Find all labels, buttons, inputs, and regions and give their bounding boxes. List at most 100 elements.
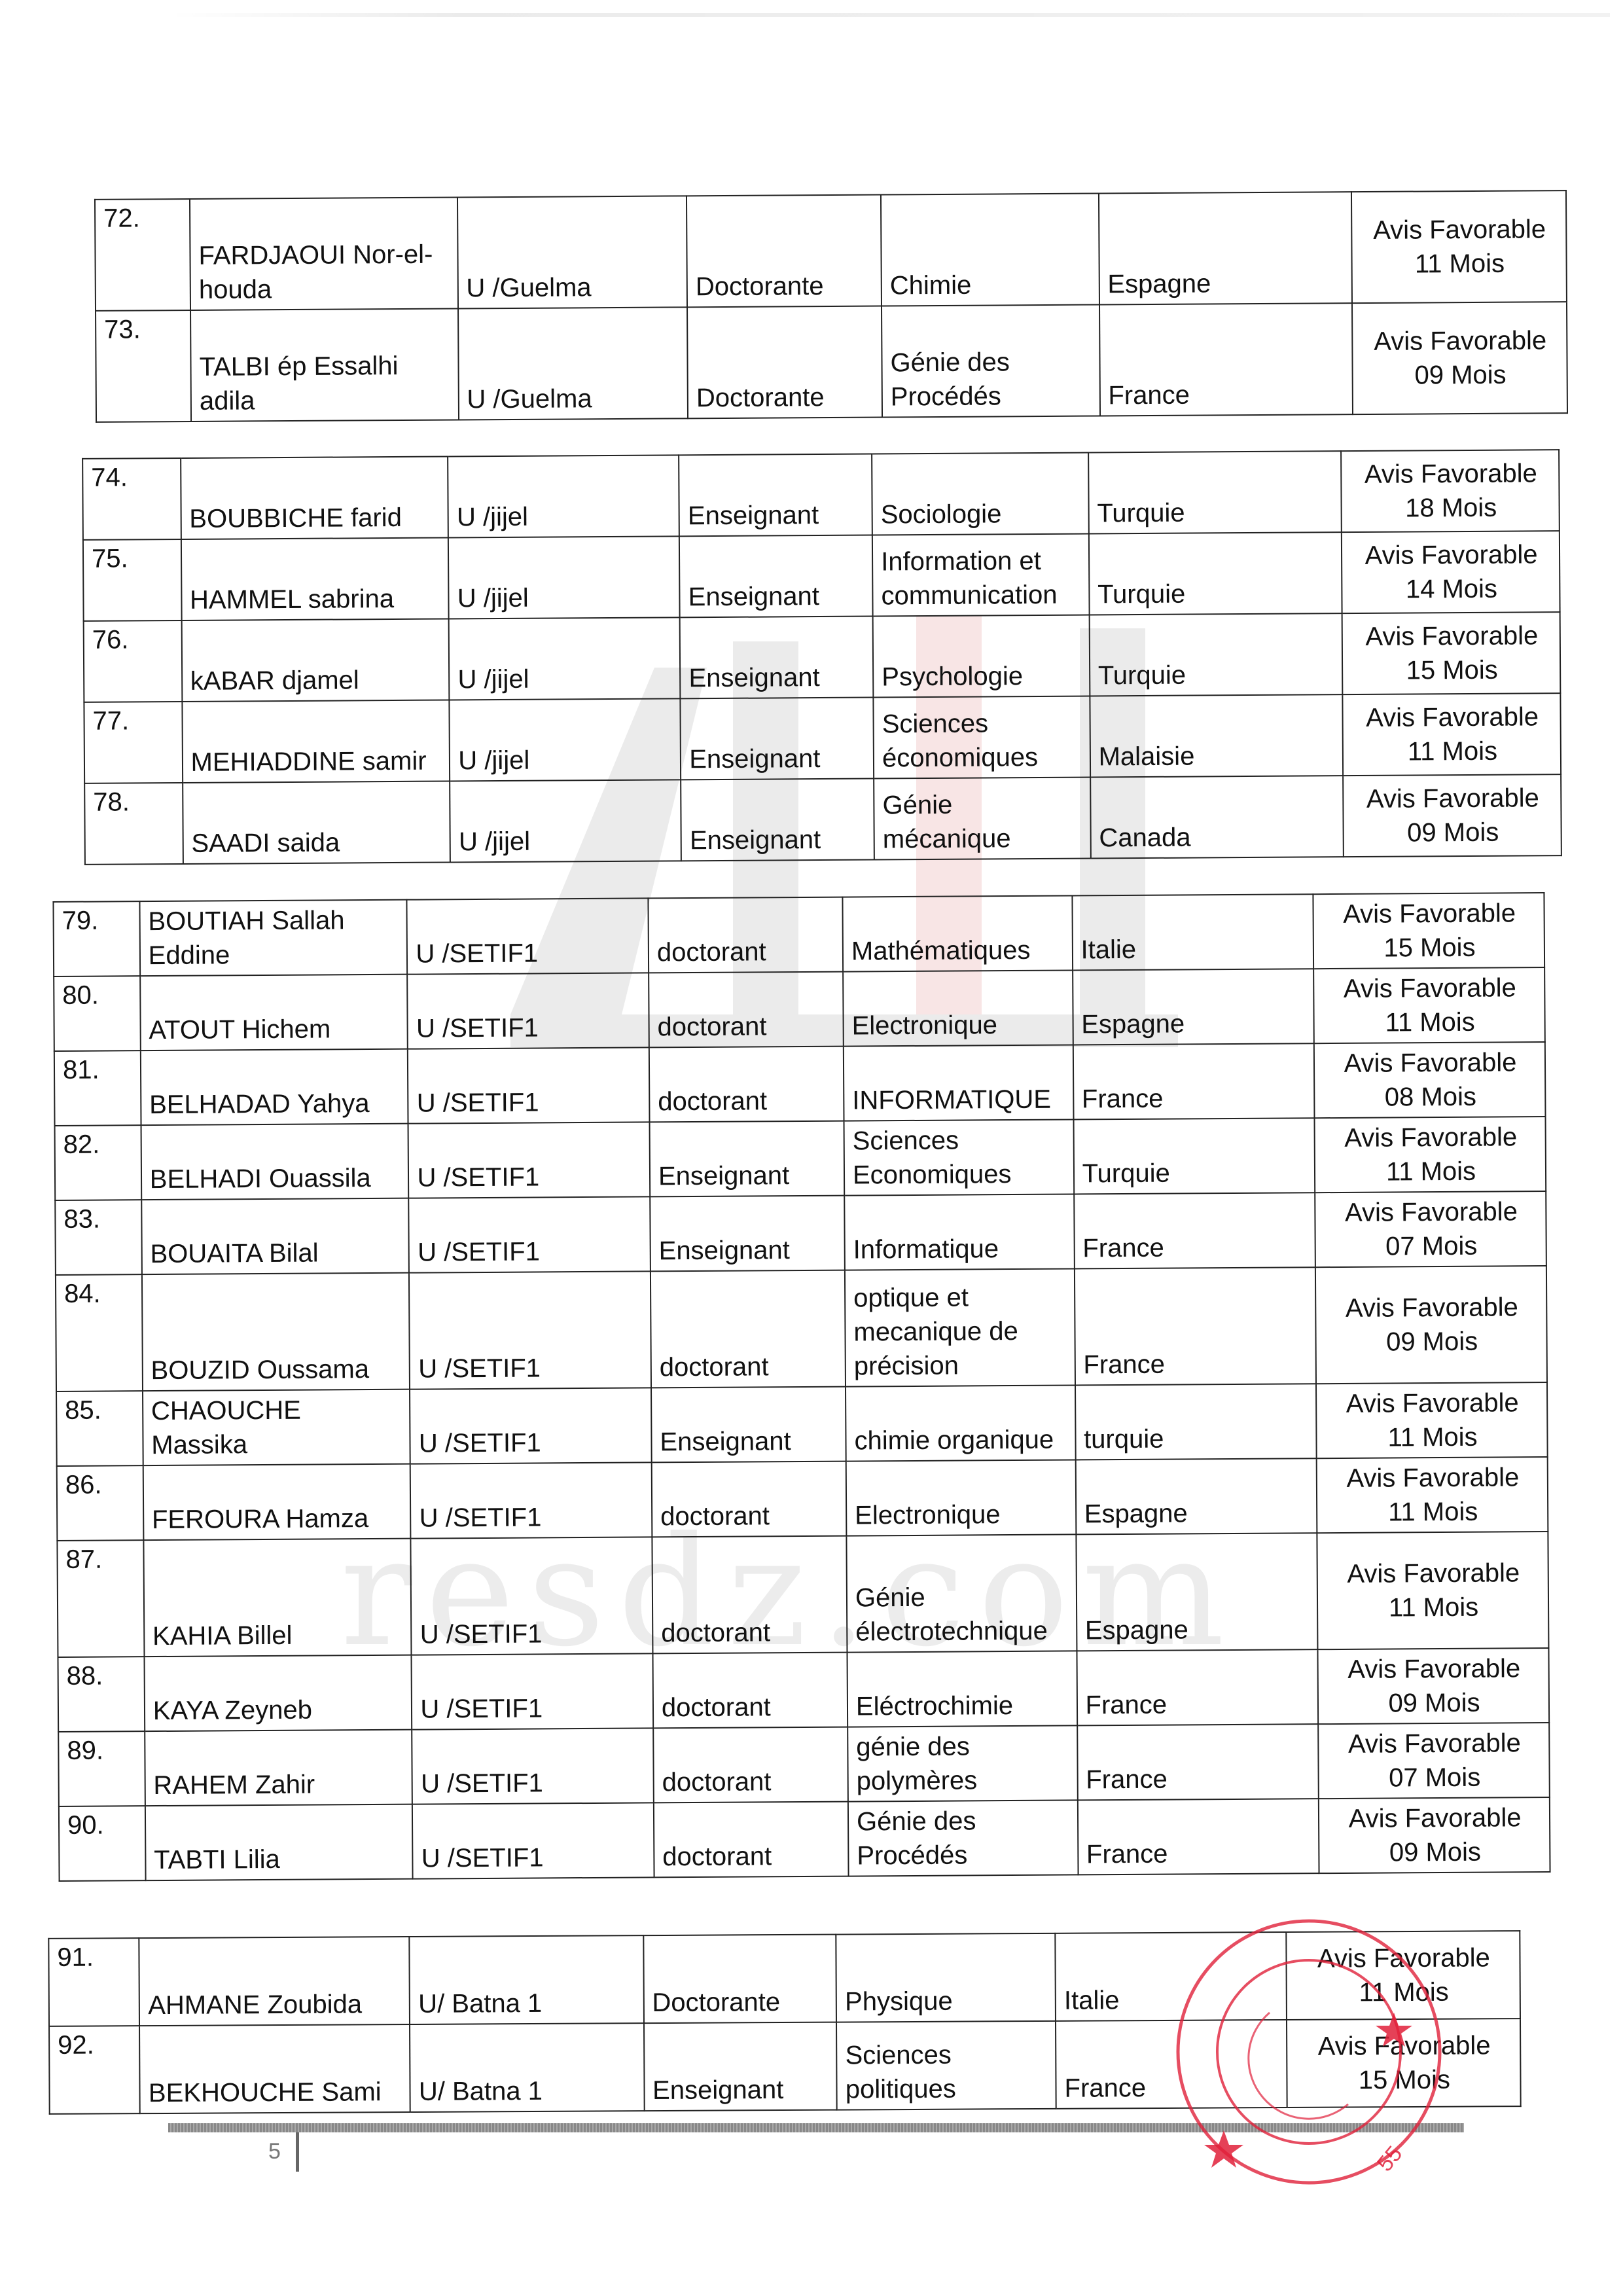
watermark-text: resdz.com [340, 1505, 1238, 1680]
status-cell: Enseignant [650, 1195, 845, 1272]
name-cell: KAHIA Billel [143, 1538, 412, 1657]
decision-cell: Avis Favorable 11 Mois [1316, 1457, 1548, 1534]
field-cell: Sciences politiques [836, 2020, 1056, 2110]
university-cell: U /SETIF1 [408, 1047, 650, 1124]
duration-label: 11 Mois [1388, 1497, 1478, 1527]
decision-cell: Avis Favorable 09 Mois [1315, 1266, 1547, 1384]
decision-label: Avis Favorable [1344, 1048, 1517, 1078]
stamp-number: 55 [1372, 2142, 1407, 2176]
row-number: 91. [48, 1938, 140, 2026]
decision-cell: Avis Favorable 14 Mois [1341, 531, 1560, 614]
table-setif: 79. BOUTIAH Sallah Eddine U /SETIF1 doctora… [52, 892, 1550, 1882]
status-cell: doctorant [648, 897, 844, 973]
duration-label: 11 Mois [1385, 1007, 1475, 1037]
field-cell: Sciences Economiques [844, 1119, 1074, 1196]
row-number: 72. [94, 198, 191, 311]
status-cell: Enseignant [649, 1121, 845, 1197]
name-cell: CHAOUCHE Massika [142, 1389, 411, 1466]
university-cell: U/ Batna 1 [409, 1935, 644, 2024]
table-row: 86. FEROURA Hamza U /SETIF1 doctorant Electr… [56, 1457, 1548, 1541]
decision-label: Avis Favorable [1348, 1803, 1522, 1833]
duration-label: 14 Mois [1405, 574, 1498, 604]
university-cell: U /SETIF1 [411, 1653, 654, 1730]
watermark-logo [510, 615, 1178, 1047]
name-cell: FARDJAOUI Nor-el-houda [190, 197, 458, 310]
status-cell: doctorant [649, 1046, 844, 1122]
footer-tick [296, 2132, 299, 2172]
university-cell: U /SETIF1 [410, 1388, 652, 1464]
table-row: 83. BOUAITA Bilal U /SETIF1 Enseignant Infor… [55, 1191, 1546, 1275]
field-cell: Génie des Procédés [881, 304, 1100, 418]
decision-cell: Avis Favorable 07 Mois [1318, 1723, 1550, 1799]
row-number: 81. [54, 1050, 141, 1126]
name-cell: BELHADAD Yahya [140, 1049, 408, 1126]
row-number: 84. [55, 1274, 143, 1391]
status-cell: Doctorante [643, 1934, 837, 2024]
table-guelma: 72. FARDJAOUI Nor-el-houda U /Guelma Doctor… [94, 190, 1568, 423]
table-row: 88. KAYA Zeyneb U /SETIF1 doctorant Eléctroc… [58, 1648, 1550, 1732]
field-cell: Psychologie [872, 615, 1090, 698]
country-cell: turquie [1075, 1384, 1317, 1460]
name-cell: BOUAITA Bilal [141, 1198, 410, 1275]
page-number: 5 [268, 2139, 281, 2164]
field-cell: Mathématiques [842, 895, 1073, 972]
row-number: 78. [84, 782, 183, 865]
university-cell: U /SETIF1 [410, 1537, 653, 1655]
university-cell: U /SETIF1 [410, 1462, 652, 1539]
decision-cell: Avis Favorable 08 Mois [1313, 1042, 1546, 1119]
university-cell: U /SETIF1 [409, 1271, 651, 1390]
scan-edge-artifact [170, 13, 1610, 17]
university-cell: U /SETIF1 [412, 1728, 654, 1804]
table-row: 77. MEHIADDINE samir U /jijel Enseignant Sci… [84, 693, 1561, 783]
duration-label: 11 Mois [1407, 736, 1498, 766]
name-cell: BOUTIAH Sallah Eddine [139, 899, 408, 977]
country-cell: Espagne [1075, 1533, 1318, 1651]
duration-label: 09 Mois [1414, 360, 1507, 390]
country-cell: France [1077, 1799, 1319, 1875]
duration-label: 15 Mois [1406, 655, 1498, 685]
status-cell: Enseignant [681, 778, 875, 861]
row-number: 76. [83, 620, 183, 702]
decision-label: Avis Favorable [1347, 1654, 1521, 1684]
status-cell: Enseignant [679, 616, 874, 699]
name-cell: MEHIADDINE samir [182, 700, 450, 783]
university-cell: U /jijel [448, 455, 680, 538]
field-cell: chimie organique [845, 1385, 1076, 1462]
status-cell: doctorant [653, 1727, 848, 1803]
status-cell: Enseignant [679, 535, 873, 618]
decision-cell: Avis Favorable 15 Mois [1342, 612, 1561, 695]
university-cell: U /Guelma [457, 307, 688, 420]
name-cell: AHMANE Zoubida [139, 1937, 410, 2026]
decision-label: Avis Favorable [1347, 1558, 1520, 1588]
country-cell: France [1073, 1043, 1315, 1120]
table-row: 81. BELHADAD Yahya U /SETIF1 doctorant INFOR… [54, 1042, 1546, 1126]
decision-cell: Avis Favorable 11 Mois [1316, 1382, 1548, 1459]
university-cell: U /SETIF1 [412, 1803, 654, 1879]
name-cell: SAADI saida [182, 781, 451, 864]
country-cell: Malaisie [1090, 694, 1344, 778]
table-row: 80. ATOUT Hichem U /SETIF1 doctorant Electro… [54, 967, 1545, 1051]
university-cell: U /SETIF1 [408, 1122, 651, 1198]
decision-label: Avis Favorable [1366, 783, 1539, 814]
decision-label: Avis Favorable [1373, 215, 1546, 245]
field-cell: Génie mécanique [874, 777, 1091, 860]
row-number: 85. [56, 1391, 143, 1466]
duration-label: 15 Mois [1383, 933, 1476, 963]
country-cell: Espagne [1075, 1458, 1317, 1535]
field-cell: Génie électrotechnique [846, 1534, 1077, 1653]
country-cell: Turquie [1088, 532, 1342, 615]
table-row: 82. BELHADI Ouassila U /SETIF1 Enseignant Sc… [54, 1117, 1546, 1200]
row-number: 89. [58, 1731, 145, 1806]
name-cell: TALBI ép Essalhi adila [190, 308, 459, 422]
decision-label: Avis Favorable [1365, 621, 1539, 651]
row-number: 75. [82, 539, 182, 621]
university-cell: U /jijel [449, 698, 681, 781]
university-cell: U/ Batna 1 [410, 2023, 645, 2112]
name-cell: RAHEM Zahir [144, 1729, 413, 1806]
table-row: 89. RAHEM Zahir U /SETIF1 doctorant génie de… [58, 1723, 1550, 1806]
field-cell: optique et mecanique de précision [844, 1268, 1075, 1387]
decision-label: Avis Favorable [1343, 973, 1516, 1003]
status-cell: doctorant [651, 1461, 847, 1537]
country-cell: Turquie [1088, 451, 1342, 534]
status-cell: doctorant [649, 971, 844, 1048]
